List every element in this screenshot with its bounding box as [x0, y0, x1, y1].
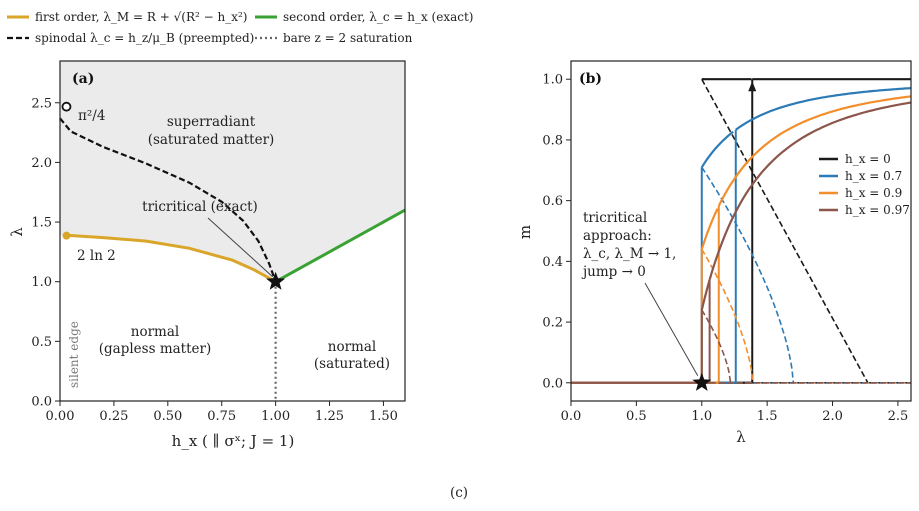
ln2-label: 2 ln 2 — [77, 248, 116, 264]
panel-b-curves — [571, 78, 912, 384]
x-tick-label: 2.5 — [888, 409, 909, 424]
x-tick-label: 0.50 — [153, 409, 182, 424]
series-spinodal-branch — [701, 248, 754, 383]
x-tick-label: 0.25 — [99, 409, 128, 424]
legend-hx0-label: h_x = 0 — [845, 152, 891, 166]
panel-a-xlabel: h_x ( ∥ σˣ; J = 1) — [172, 432, 295, 450]
jump-arrowhead — [748, 81, 757, 92]
ln2-marker — [62, 231, 71, 240]
second-order-curve — [274, 208, 406, 284]
panel-b-xlabel: λ — [736, 428, 746, 446]
series-upper-pre — [700, 208, 719, 250]
x-tick-label: 0.00 — [46, 409, 75, 424]
legend-hx09-label: h_x = 0.9 — [845, 186, 902, 200]
legend-hx07-label: h_x = 0.7 — [845, 169, 902, 183]
panel-a: 0.00 0.25 0.50 0.75 1.00 1.25 1.50 0.0 0.5 1.0 1.5… — [8, 60, 406, 450]
superradiant-sublabel: (saturated matter) — [148, 132, 275, 148]
series-upper-branch — [717, 95, 912, 207]
y-tick-label: 1.5 — [31, 216, 52, 231]
y-tick-label: 0.0 — [542, 376, 563, 391]
superradiant-region — [60, 61, 405, 282]
tricritical-approach-pointer — [644, 282, 699, 377]
series-spinodal-branch — [701, 78, 869, 384]
series-spinodal-branch — [701, 166, 795, 383]
approach-line4: jump → 0 — [581, 264, 646, 280]
x-tick-label: 1.25 — [315, 409, 344, 424]
series-spinodal-branch — [701, 309, 732, 383]
x-tick-label: 0.75 — [207, 409, 236, 424]
tricritical-star — [266, 271, 286, 290]
y-tick-label: 2.5 — [31, 96, 52, 111]
series-upper-branch — [735, 87, 912, 131]
series-upper-branch — [708, 101, 912, 281]
normal-left-label: normal — [131, 324, 179, 340]
legend-hx097-label: h_x = 0.97 — [845, 203, 910, 217]
panel-a-ticks: 0.00 0.25 0.50 0.75 1.00 1.25 1.50 0.0 0.5 1.0 1.5… — [31, 96, 398, 424]
y-tick-label: 1.0 — [31, 275, 52, 290]
normal-left-sublabel: (gapless matter) — [99, 341, 211, 357]
approach-line1: tricritical — [583, 210, 647, 226]
x-tick-label: 1.00 — [261, 409, 290, 424]
pi-squared-marker — [61, 101, 72, 112]
pi-squared-label: π²/4 — [78, 108, 105, 124]
panel-b-ticks: 0.0 0.5 1.0 1.5 2.0 2.5 0.0 0.2 0.4 0.6 0.8 1.0 — [542, 73, 908, 424]
normal-right-sublabel: (saturated) — [314, 356, 390, 372]
y-tick-label: 0.5 — [31, 335, 52, 350]
spinodal-curve — [59, 117, 277, 283]
y-tick-label: 1.0 — [542, 73, 563, 88]
x-tick-label: 2.0 — [822, 409, 843, 424]
y-tick-label: 0.0 — [31, 395, 52, 410]
x-tick-label: 0.5 — [626, 409, 647, 424]
y-tick-label: 0.4 — [542, 255, 563, 270]
panel-a-ylabel: λ — [8, 227, 26, 237]
panel-a-label: (a) — [72, 71, 94, 87]
legend-first-order-label: first order, λ_M = R + √(R² − h_x²) — [35, 10, 247, 24]
legend: first order, λ_M = R + √(R² − h_x²) seco… — [7, 10, 473, 45]
panel-b: 0.0 0.5 1.0 1.5 2.0 2.5 0.0 0.2 0.4 0.6 0.8 1.0 (b)… — [516, 60, 912, 446]
y-tick-label: 0.8 — [542, 133, 563, 148]
approach-line3: λ_c, λ_M → 1, — [583, 246, 676, 262]
x-tick-label: 1.50 — [369, 409, 398, 424]
approach-line2: approach: — [583, 228, 652, 244]
legend-saturation-label: bare z = 2 saturation — [283, 31, 413, 45]
series-upper-pre — [700, 130, 734, 168]
tricritical-pointer — [207, 217, 273, 278]
y-tick-label: 2.0 — [31, 156, 52, 171]
figure-caption: (c) — [450, 485, 468, 501]
first-order-curve — [66, 233, 277, 284]
y-tick-label: 0.6 — [542, 194, 563, 209]
panel-b-legend: h_x = 0 h_x = 0.7 h_x = 0.9 h_x = 0.97 — [819, 152, 910, 217]
tricritical-label: tricritical (exact) — [142, 199, 258, 215]
panel-b-label: (b) — [579, 71, 602, 87]
y-tick-label: 0.2 — [542, 316, 563, 331]
x-tick-label: 1.0 — [691, 409, 712, 424]
normal-right-label: normal — [328, 339, 376, 355]
panel-a-frame — [59, 60, 406, 402]
x-tick-label: 1.5 — [757, 409, 778, 424]
tricritical-star-b — [692, 372, 712, 391]
x-tick-label: 0.0 — [561, 409, 582, 424]
panel-b-frame — [570, 60, 912, 402]
superradiant-label: superradiant — [167, 114, 256, 130]
panel-b-ylabel: m — [516, 225, 534, 239]
legend-spinodal-label: spinodal λ_c = h_z/μ_B (preempted) — [35, 31, 254, 45]
series-upper-pre — [700, 279, 711, 311]
silent-edge-label: silent edge — [67, 321, 81, 388]
legend-second-order-label: second order, λ_c = h_x (exact) — [283, 10, 473, 24]
